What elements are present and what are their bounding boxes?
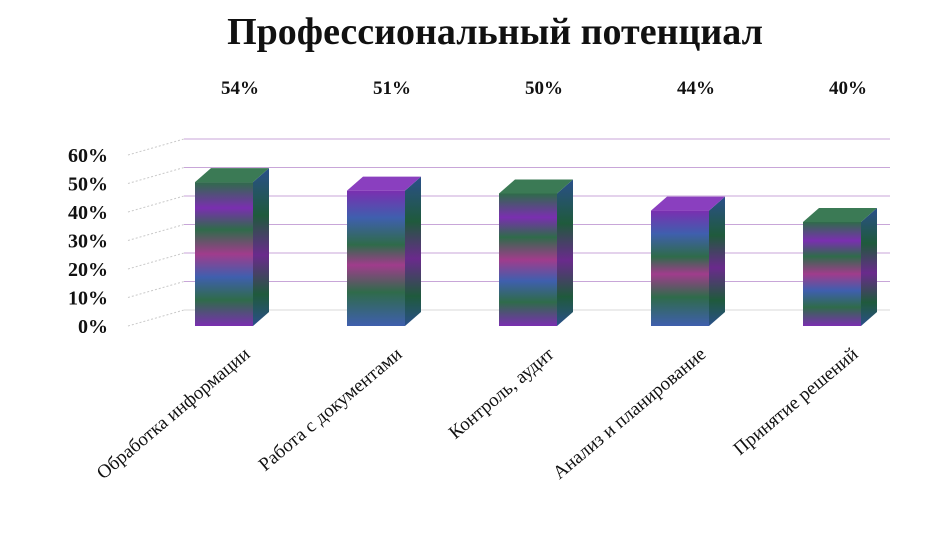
gridline-floor-0 — [127, 309, 185, 327]
gridline-floor-5 — [127, 167, 185, 184]
bar-top — [651, 196, 725, 211]
bar-top — [499, 179, 573, 194]
y-tick-label: 40% — [68, 202, 108, 224]
gridline-floor-6 — [127, 138, 185, 156]
data-label: 40% — [829, 78, 867, 99]
data-labels: 54% 51% 50% 44% 40% — [221, 78, 867, 99]
bar-3 — [651, 196, 725, 326]
bar-front — [195, 182, 253, 326]
bar-side — [405, 176, 421, 326]
bar-top — [803, 208, 877, 222]
gridline-floor-3 — [127, 224, 185, 241]
y-tick-label: 10% — [68, 288, 108, 310]
y-tick-label: 50% — [68, 174, 108, 196]
y-tick-label: 30% — [68, 231, 108, 253]
category-labels: Обработка информации Работа с документами… — [93, 343, 862, 483]
y-tick-label: 60% — [68, 145, 108, 167]
category-label: Обработка информации — [93, 344, 254, 484]
bar-side — [709, 196, 725, 326]
data-label: 54% — [221, 78, 259, 99]
category-label: Контроль, аудит — [445, 343, 559, 443]
data-label: 44% — [677, 78, 715, 99]
data-label: 50% — [525, 78, 563, 99]
bar-side — [253, 168, 269, 326]
gridline-floor-4 — [127, 195, 185, 213]
gridline-floor-1 — [127, 281, 185, 298]
data-label: 51% — [373, 78, 411, 99]
bar-top — [347, 176, 421, 191]
bar-side — [861, 208, 877, 326]
bar-front — [803, 222, 861, 326]
bar-2 — [499, 179, 573, 326]
bars — [195, 168, 877, 326]
bar-front — [651, 210, 709, 326]
y-axis-tick-labels: 0% 10% 20% 30% 40% 50% 60% — [68, 145, 108, 338]
bar-1 — [347, 176, 421, 326]
category-label: Принятие решений — [730, 344, 863, 460]
y-tick-label: 20% — [68, 259, 108, 281]
chart-title: Профессиональный потенциал — [227, 11, 763, 53]
bar-side — [557, 179, 573, 326]
bar-0 — [195, 168, 269, 326]
bar-front — [347, 190, 405, 326]
bar-top — [195, 168, 269, 183]
gridline-floor-2 — [127, 252, 185, 270]
category-label: Анализ и планирование — [549, 344, 710, 484]
bar-front — [499, 193, 557, 326]
bar-4 — [803, 208, 877, 326]
y-tick-label: 0% — [78, 316, 108, 338]
category-label: Работа с документами — [255, 344, 406, 476]
